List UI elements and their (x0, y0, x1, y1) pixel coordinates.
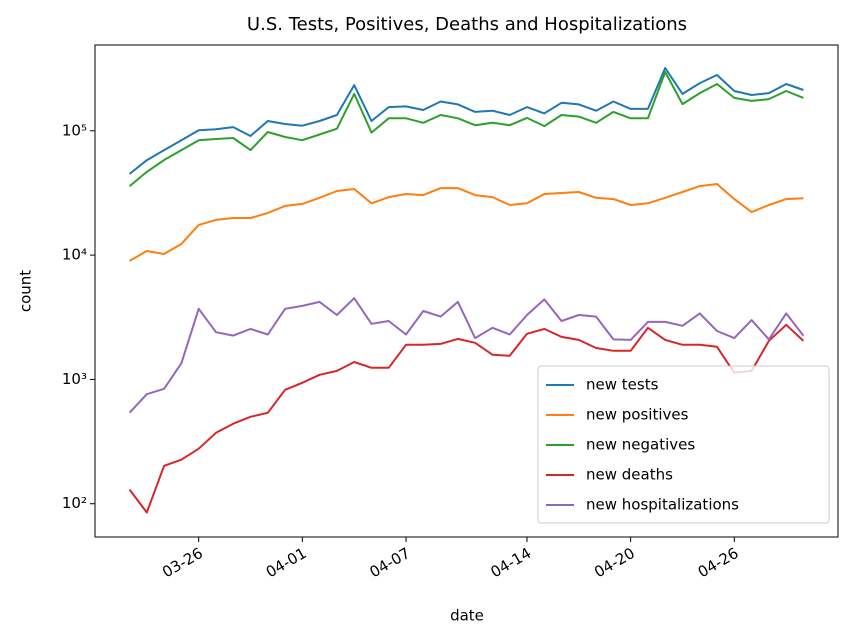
legend-box (537, 365, 830, 524)
series-line (128, 297, 805, 414)
legend-label: new deaths (586, 466, 673, 484)
series-line (128, 67, 804, 175)
legend-label: new hospitalizations (586, 496, 739, 514)
series-line (128, 323, 805, 514)
series-line (129, 183, 804, 262)
x-tick-label: 04-14 (487, 544, 534, 581)
y-axis-label: count (17, 270, 35, 312)
legend-label: new negatives (586, 436, 695, 454)
plot-frame (94, 44, 839, 538)
legend-label: new tests (586, 376, 659, 394)
x-tick-label: 04-26 (695, 544, 742, 581)
chart-title: U.S. Tests, Positives, Deaths and Hospit… (247, 14, 687, 35)
series-line (128, 71, 804, 187)
y-tick-label: 10² (62, 494, 87, 512)
x-axis-label: date (450, 607, 484, 625)
y-tick-label: 10³ (62, 370, 87, 388)
y-tick-label: 10⁵ (62, 121, 87, 139)
x-tick-label: 04-07 (367, 544, 414, 581)
legend-label: new positives (586, 406, 689, 424)
x-tick-label: 04-01 (263, 544, 310, 581)
y-tick-label: 10⁴ (62, 246, 87, 264)
x-tick-label: 03-26 (159, 544, 206, 581)
x-tick-label: 04-20 (591, 544, 638, 581)
